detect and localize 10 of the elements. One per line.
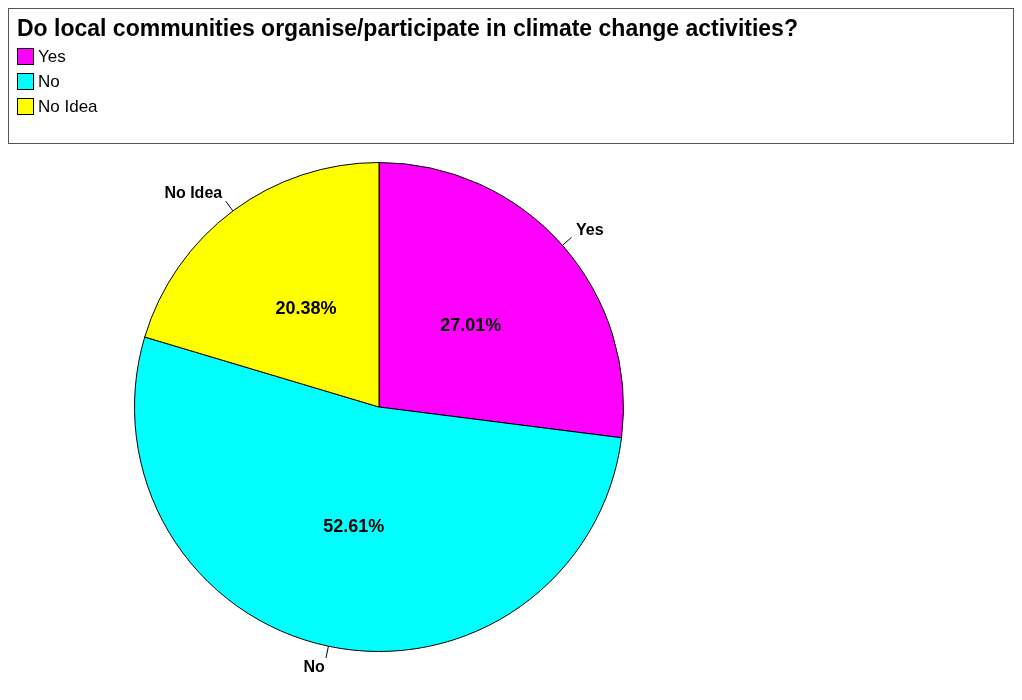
slice-label: No: [303, 658, 325, 676]
chart-title: Do local communities organise/participate in climate change activities?: [17, 15, 799, 42]
slice-label: No Idea: [164, 183, 223, 201]
data-label: 27.01%: [440, 315, 502, 336]
data-label: 52.61%: [323, 515, 385, 536]
legend-label: No: [38, 71, 60, 92]
data-label: 20.38%: [275, 297, 337, 318]
slice-label: Yes: [575, 221, 604, 239]
legend-label: No Idea: [38, 96, 98, 117]
legend-label: Yes: [38, 46, 66, 67]
